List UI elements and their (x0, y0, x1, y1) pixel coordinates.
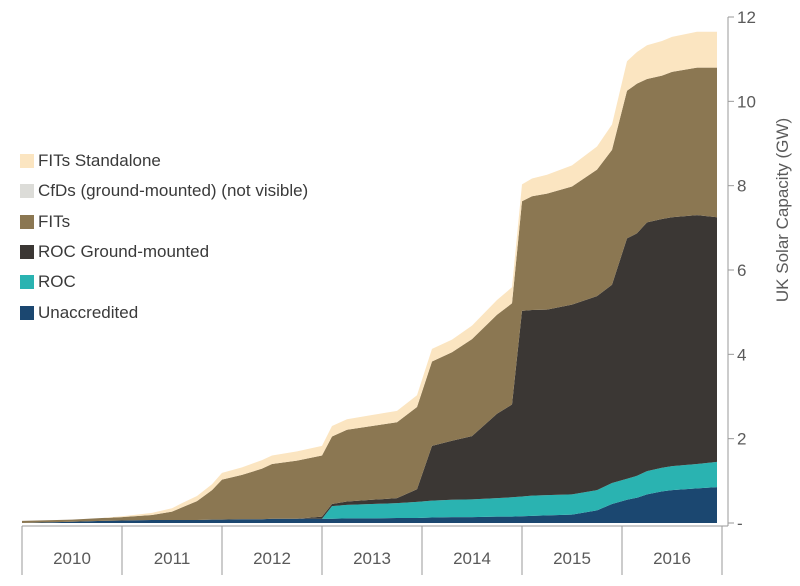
legend-label: Unaccredited (38, 302, 139, 322)
legend-item: FITs (20, 207, 308, 237)
legend-label: ROC (38, 272, 76, 292)
area-series-group (22, 31, 717, 523)
x-tick-label: 2016 (653, 549, 691, 568)
legend-item: Unaccredited (20, 297, 308, 327)
legend-swatch (20, 305, 34, 320)
legend-swatch (20, 245, 34, 260)
legend-swatch (20, 154, 34, 169)
y-tick-label: 8 (737, 177, 746, 196)
legend: FITs Standalone CfDs (ground-mounted) (no… (20, 146, 308, 328)
legend-label: CfDs (ground-mounted) (not visible) (38, 181, 309, 201)
area-fits (22, 67, 717, 523)
y-tick-label: - (737, 514, 743, 533)
area-unaccredited (22, 487, 717, 523)
y-tick-label: 2 (737, 430, 746, 449)
area-fits-standalone (22, 31, 717, 521)
legend-label: FITs (38, 211, 71, 231)
legend-item: CfDs (ground-mounted) (not visible) (20, 176, 308, 206)
legend-item: ROC (20, 267, 308, 297)
legend-item: FITs Standalone (20, 146, 308, 176)
legend-label: FITs Standalone (38, 151, 161, 171)
x-tick-label: 2010 (53, 549, 91, 568)
y-tick-label: 12 (737, 8, 756, 27)
y-tick-label: 6 (737, 261, 746, 280)
legend-label: ROC Ground-mounted (38, 242, 210, 262)
area-roc (22, 461, 717, 523)
x-tick-label: 2014 (453, 549, 491, 568)
x-tick-label: 2013 (353, 549, 391, 568)
y-tick-label: 10 (737, 92, 756, 111)
legend-swatch (20, 184, 34, 199)
legend-item: ROC Ground-mounted (20, 237, 308, 267)
x-tick-label: 2012 (253, 549, 291, 568)
legend-swatch (20, 275, 34, 290)
x-tick-label: 2015 (553, 549, 591, 568)
x-tick-label: 2011 (154, 549, 191, 568)
area-roc-ground-mounted (22, 215, 717, 523)
y-axis-label: UK Solar Capacity (GW) (773, 118, 792, 302)
y-tick-label: 4 (737, 345, 746, 364)
axes: 2010 2011 2012 2013 2014 2015 2016 - 2 4 6 8 10 12 (21, 8, 756, 575)
legend-swatch (20, 214, 34, 229)
